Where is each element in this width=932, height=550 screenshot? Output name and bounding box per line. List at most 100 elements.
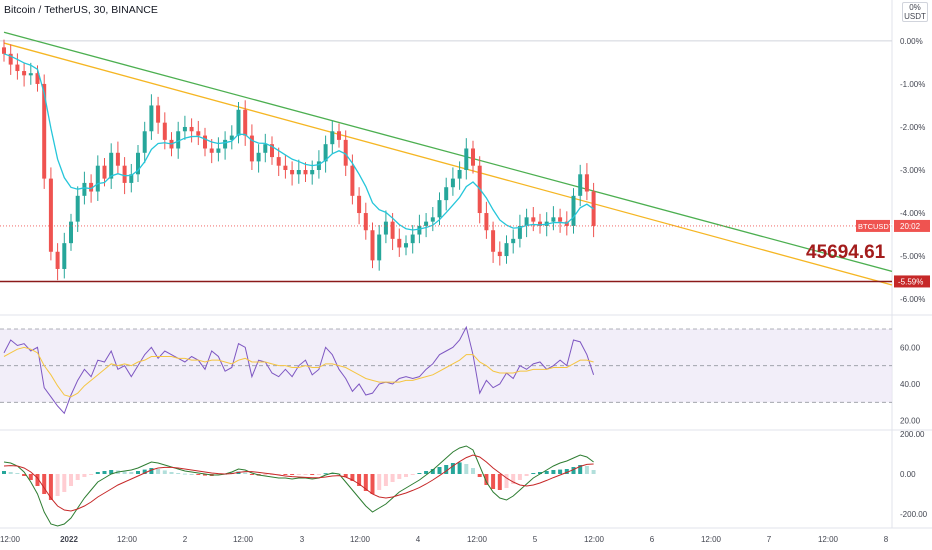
macd-tick-label: 200.00 <box>900 430 925 439</box>
candle-body <box>176 131 181 149</box>
candle-body <box>129 174 134 183</box>
macd-histogram-bar <box>484 474 489 485</box>
candle-body <box>538 221 542 226</box>
macd-histogram-bar <box>370 474 375 494</box>
macd-histogram-bar <box>109 470 114 474</box>
candle-body <box>484 213 489 231</box>
macd-histogram-bar <box>357 474 362 486</box>
macd-histogram-bar <box>22 474 27 476</box>
candle-body <box>149 105 154 132</box>
macd-histogram-bar <box>464 464 469 474</box>
macd-histogram-bar <box>558 469 563 474</box>
x-tick-label: 3 <box>300 535 305 544</box>
y-tick-label: -2.00% <box>900 123 925 132</box>
macd-histogram-bar <box>323 473 328 475</box>
candle-body <box>95 165 100 192</box>
candle-body <box>8 53 13 65</box>
macd-histogram-bar <box>424 471 429 474</box>
candle-body <box>471 148 475 166</box>
candle-body <box>363 213 368 231</box>
macd-histogram-bar <box>383 474 388 486</box>
y-tick-label: -5.00% <box>900 252 925 261</box>
macd-histogram-bar <box>350 474 355 481</box>
moving-average-line <box>3 53 594 231</box>
macd-histogram-bar <box>203 474 207 476</box>
symbol-label: BTCUSDT <box>858 222 894 231</box>
candle-body <box>370 230 375 261</box>
macd-histogram-bar <box>8 472 13 474</box>
support-line-label: -5.59% <box>898 277 923 286</box>
candle-body <box>497 251 502 257</box>
macd-histogram-bar <box>129 472 134 474</box>
candle-body <box>162 122 167 140</box>
macd-histogram-bar <box>591 470 596 474</box>
candle-body <box>35 73 40 84</box>
x-tick-label: 12:00 <box>584 535 605 544</box>
x-tick-label: 7 <box>767 535 772 544</box>
candle-body <box>69 221 73 244</box>
macd-histogram-bar <box>551 470 556 474</box>
candle-body <box>276 157 281 166</box>
candle-body <box>531 217 536 222</box>
candle-body <box>109 152 114 179</box>
axis-mode-button[interactable]: 0% USDT <box>902 2 928 22</box>
macd-histogram-bar <box>310 474 315 475</box>
candle-body <box>571 195 576 226</box>
macd-histogram-bar <box>517 474 522 480</box>
candle-body <box>209 148 214 153</box>
macd-histogram-bar <box>417 473 422 474</box>
macd-histogram-bar <box>390 474 395 482</box>
macd-histogram-bar <box>477 474 482 477</box>
candle-body <box>216 148 221 153</box>
trendline <box>3 42 893 286</box>
candle-body <box>450 178 455 188</box>
macd-histogram-bar <box>243 472 248 474</box>
macd-histogram-bar <box>584 466 589 474</box>
macd-histogram-bar <box>102 471 107 474</box>
macd-histogram-bar <box>538 472 542 474</box>
x-tick-label: 2 <box>183 535 188 544</box>
y-tick-label: -6.00% <box>900 295 925 304</box>
macd-histogram-bar <box>296 474 301 475</box>
macd-histogram-bar <box>316 474 321 475</box>
candle-body <box>504 243 509 257</box>
candle-body <box>15 64 20 72</box>
macd-histogram-bar <box>48 474 53 500</box>
candle-body <box>122 165 127 183</box>
candle-body <box>457 170 462 179</box>
candle-body <box>323 144 328 162</box>
candle-body <box>136 152 140 175</box>
candle-body <box>430 217 435 222</box>
candle-body <box>343 139 348 166</box>
candle-body <box>75 195 80 222</box>
macd-histogram-bar <box>303 474 308 475</box>
candle-body <box>256 152 261 162</box>
rsi-tick-label: 20.00 <box>900 417 921 426</box>
macd-histogram-bar <box>363 474 368 491</box>
macd-series-line <box>3 445 594 527</box>
candle-body <box>316 161 321 170</box>
candle-body <box>42 83 47 179</box>
candle-body <box>142 131 147 153</box>
candle-body <box>243 109 248 136</box>
candle-body <box>437 200 442 218</box>
candle-body <box>62 243 67 269</box>
candle-body <box>337 131 341 140</box>
macd-histogram-bar <box>544 471 549 474</box>
candle-body <box>249 135 254 162</box>
candle-body <box>236 109 241 136</box>
x-tick-label: 12:00 <box>701 535 722 544</box>
macd-histogram-bar <box>176 473 181 474</box>
candle-body <box>189 126 194 132</box>
macd-histogram-bar <box>290 474 295 475</box>
x-tick-label: 8 <box>884 535 889 544</box>
candle-body <box>48 178 53 252</box>
candle-body <box>558 217 563 222</box>
candle-body <box>464 148 469 170</box>
macd-histogram-bar <box>69 474 73 486</box>
macd-histogram-bar <box>491 474 496 489</box>
candle-body <box>290 170 295 175</box>
macd-histogram-bar <box>450 463 455 474</box>
macd-histogram-bar <box>169 472 174 474</box>
